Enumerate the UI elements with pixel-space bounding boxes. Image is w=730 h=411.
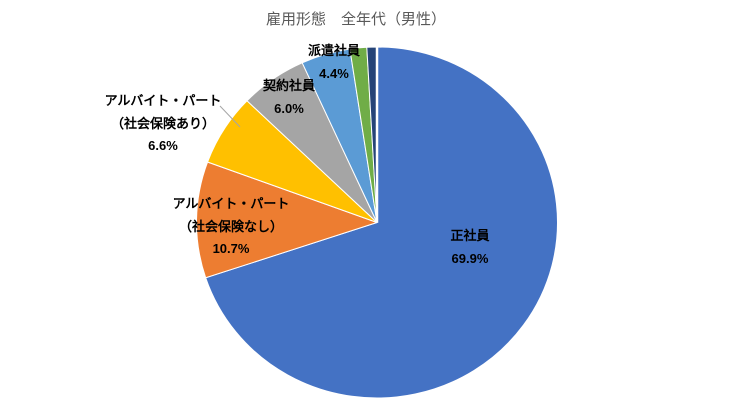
- data-label-haken-name: 派遣社員: [307, 43, 361, 58]
- pie-slice-seishain: [205, 46, 558, 399]
- data-label-part-nashi: アルバイト・パート （社会保険なし） 10.7%: [173, 193, 290, 261]
- data-label-seishain: 正社員 69.9%: [450, 225, 489, 270]
- data-label-seishain-name: 正社員: [450, 228, 490, 243]
- data-label-part-ari: アルバイト・パート （社会保険あり） 6.6%: [105, 90, 222, 158]
- data-label-part-ari-name: アルバイト・パート: [104, 93, 222, 108]
- data-label-part-nashi-name: アルバイト・パート: [172, 196, 290, 211]
- label-leader-line: [219, 105, 241, 128]
- chart-title: 雇用形態 全年代（男性）: [265, 11, 447, 28]
- data-label-keiyaku-percent: 6.0%: [274, 100, 304, 116]
- data-label-haken-percent: 4.4%: [319, 65, 349, 81]
- data-label-part-ari-percent: 6.6%: [148, 138, 178, 153]
- data-label-part-ari-name2: （社会保険あり）: [110, 115, 215, 131]
- data-label-keiyaku: 契約社員 6.0%: [263, 75, 315, 120]
- pie-slice-part-nashi: [196, 161, 379, 279]
- data-label-part-nashi-name2: （社会保険なし）: [178, 218, 283, 234]
- data-label-part-nashi-percent: 10.7%: [212, 241, 250, 256]
- data-label-keiyaku-name: 契約社員: [262, 78, 316, 93]
- data-label-haken: 派遣社員 4.4%: [308, 40, 360, 85]
- data-label-seishain-percent: 69.9%: [451, 250, 489, 266]
